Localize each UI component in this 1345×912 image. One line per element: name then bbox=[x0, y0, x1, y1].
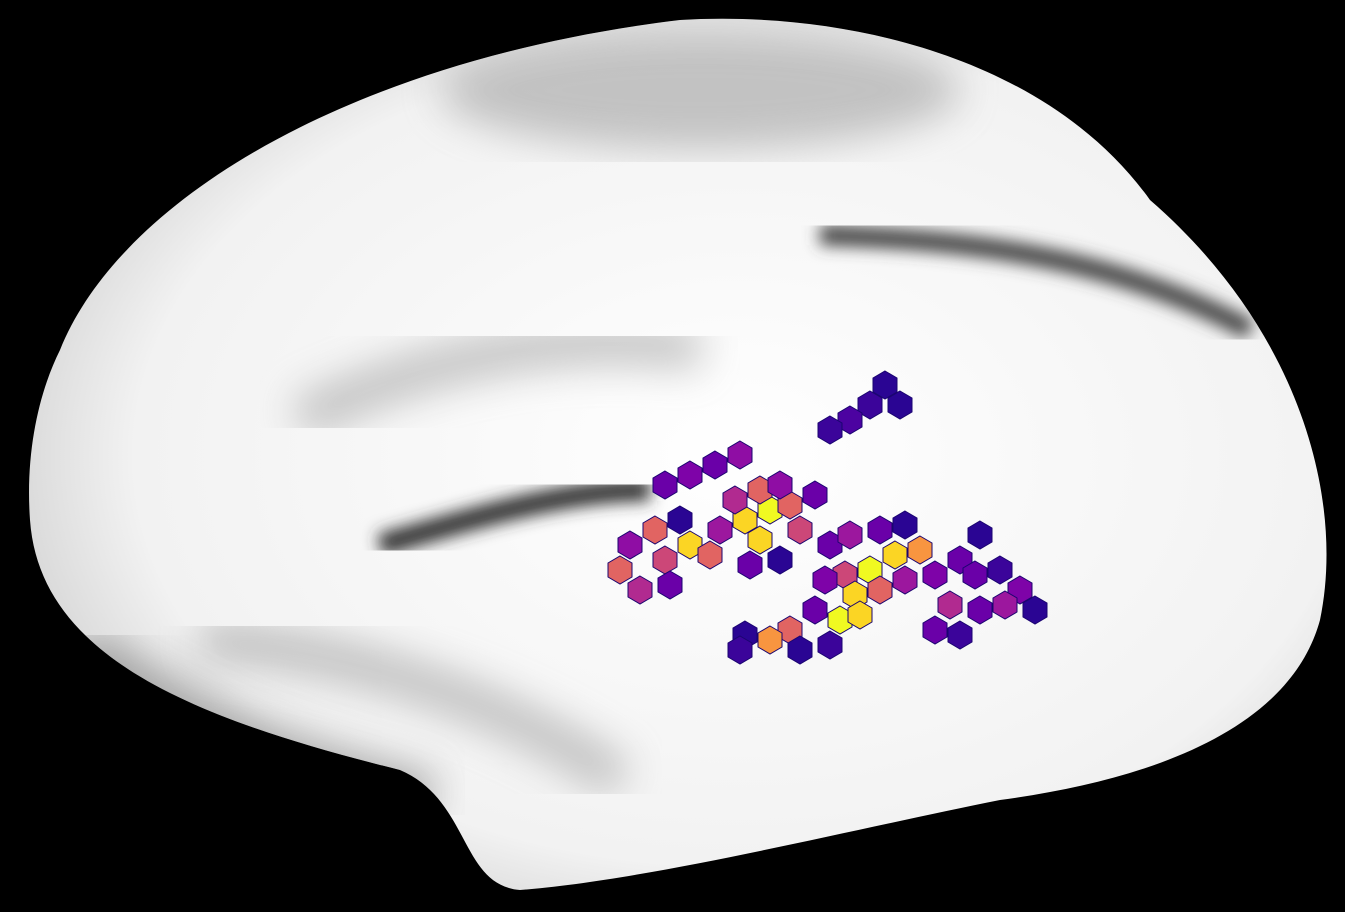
shading bbox=[440, 30, 960, 150]
sylvian-fissure bbox=[377, 479, 651, 556]
sulcus bbox=[819, 225, 1255, 339]
shading bbox=[198, 620, 632, 797]
shading bbox=[291, 323, 703, 438]
